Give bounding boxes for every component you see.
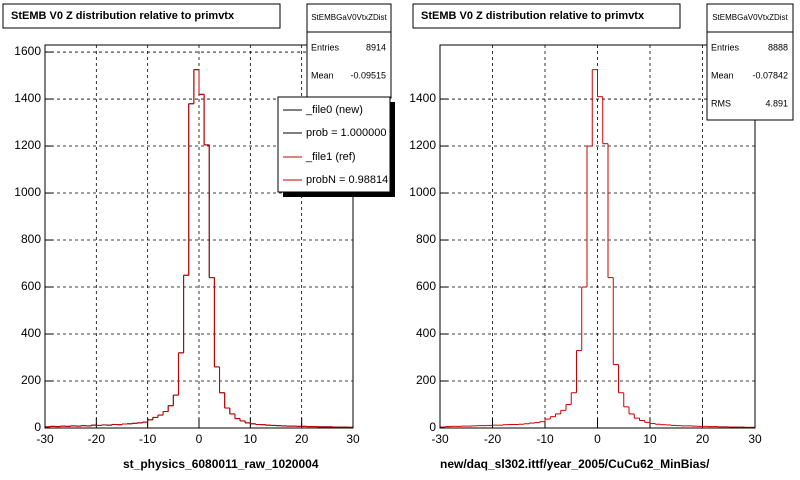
x-tick-label: 0 — [196, 432, 203, 446]
title-box — [412, 3, 681, 29]
x-tick-label: 10 — [244, 432, 258, 446]
stats-value: -0.07842 — [752, 70, 788, 80]
x-tick-label: 20 — [696, 432, 710, 446]
x-tick-label: 30 — [748, 432, 762, 446]
stats-box — [706, 3, 794, 121]
legend: _file0 (new) prob = 1.000000 _file1 (ref) p… — [283, 104, 388, 186]
y-tick-label: 400 — [416, 326, 436, 340]
stats-value: 4.891 — [765, 98, 788, 108]
y-tick-label: 600 — [21, 279, 41, 293]
y-tick-label: 400 — [21, 326, 41, 340]
stats-label: Entries — [711, 42, 740, 52]
stats-label: RMS — [711, 98, 731, 108]
legend-box — [277, 96, 391, 193]
plot-border — [44, 44, 354, 429]
stats-value: -0.09515 — [350, 70, 386, 80]
stats-title: StEMBGaV0VtxZDist — [311, 13, 387, 22]
x-tick-label: 20 — [295, 432, 309, 446]
stats-value: 8888 — [768, 42, 788, 52]
y-tick-label: 200 — [416, 373, 436, 387]
y-tick-label: 1200 — [409, 138, 436, 152]
x-tick-label: -20 — [484, 432, 502, 446]
y-tick-label: 200 — [21, 373, 41, 387]
stats-label: Entries — [311, 42, 340, 52]
x-axis-label: st_physics_6080011_raw_1020004 — [123, 457, 319, 471]
chart-title: StEMB V0 Z distribution relative to prim… — [421, 10, 645, 22]
stats-box — [306, 3, 392, 99]
y-tick-label: 1000 — [14, 185, 41, 199]
x-tick-label: 10 — [643, 432, 657, 446]
y-tick-label: 1400 — [14, 91, 41, 105]
y-tick-label: 1400 — [409, 91, 436, 105]
x-tick-label: -30 — [36, 432, 54, 446]
legend-annotation: probN = 0.98814 — [306, 174, 388, 186]
x-tick-label: -10 — [139, 432, 157, 446]
y-tick-label: 0 — [429, 420, 436, 434]
stats-title: StEMBGaV0VtxZDist — [712, 13, 788, 22]
x-tick-label: -30 — [431, 432, 449, 446]
stats-label: Mean — [311, 70, 334, 80]
x-tick-label: 0 — [594, 432, 601, 446]
y-tick-label: 800 — [21, 232, 41, 246]
x-tick-label: -20 — [88, 432, 106, 446]
legend-label: _file0 (new) — [305, 104, 363, 116]
chart-title: StEMB V0 Z distribution relative to prim… — [11, 10, 235, 22]
legend-annotation: prob = 1.000000 — [306, 127, 386, 139]
stats-label: Mean — [711, 70, 734, 80]
title-box — [2, 3, 281, 29]
stats-value: 8914 — [366, 42, 386, 52]
x-tick-label: -10 — [536, 432, 554, 446]
y-tick-label: 1000 — [409, 185, 436, 199]
legend-label: _file1 (ref) — [305, 151, 356, 163]
y-tick-label: 800 — [416, 232, 436, 246]
x-axis-label: new/daq_sl302.ittf/year_2005/CuCu62_MinB… — [440, 457, 710, 471]
plot-border — [439, 44, 756, 429]
y-tick-label: 600 — [416, 279, 436, 293]
x-tick-label: 30 — [346, 432, 360, 446]
y-tick-label: 0 — [34, 420, 41, 434]
y-tick-label: 1600 — [14, 44, 41, 58]
y-tick-label: 1200 — [14, 138, 41, 152]
